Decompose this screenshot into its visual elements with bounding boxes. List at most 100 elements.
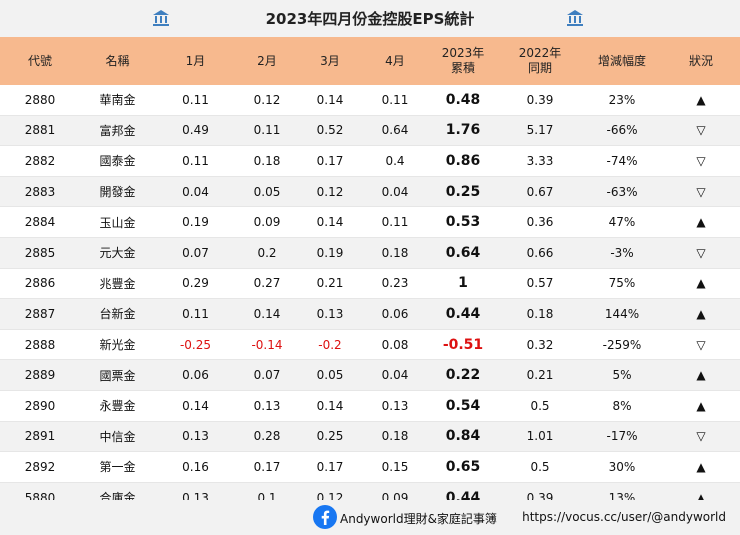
table-cell: 0.53 <box>445 214 481 231</box>
table-cell: 2880 <box>24 92 56 107</box>
table-cell: 47% <box>608 215 636 230</box>
table-cell: 0.39 <box>526 92 554 107</box>
header-text: 2月 <box>257 53 277 68</box>
eps-table: 代號 名稱 1月 2月 3月 4月 2023年 累積 2022年 同期 增減幅度 狀況 2880 華南金… <box>0 37 740 513</box>
table-cell: 0.5 <box>530 398 550 413</box>
column-header: 狀況 <box>662 37 740 85</box>
table-cell: 0.67 <box>498 176 582 207</box>
column-header: 名稱 <box>80 37 155 85</box>
table-cell: 0.07 <box>236 359 298 391</box>
table-cell: 永豐金 <box>99 399 136 414</box>
table-cell: -0.25 <box>179 337 212 352</box>
status-cell: ▽ <box>662 176 740 207</box>
table-cell: 0.28 <box>236 421 298 452</box>
table-cell: 0.14 <box>316 398 344 413</box>
title-bar: 2023年四月份金控股EPS統計 <box>0 0 740 37</box>
table-cell: 30% <box>608 459 636 474</box>
table-cell: 0.2 <box>236 237 298 269</box>
table-cell: 0.4 <box>385 153 405 168</box>
footer-brand: Andyworld理財&家庭記事簿 <box>340 512 497 526</box>
table-cell: -17% <box>582 421 662 452</box>
table-cell: 0.11 <box>236 115 298 146</box>
table-cell: 0.05 <box>236 176 298 207</box>
table-cell: 1.76 <box>428 115 498 146</box>
header-text: 名稱 <box>105 53 130 68</box>
table-cell: 0.17 <box>316 153 344 168</box>
table-row: 2880 華南金 0.11 0.12 0.14 0.11 0.48 0.39 23% ▲ <box>0 85 740 116</box>
table-cell: 0.36 <box>526 215 554 230</box>
table-cell: 144% <box>582 298 662 330</box>
table-cell: 0.19 <box>298 237 362 269</box>
table-cell: 0.13 <box>155 421 236 452</box>
table-cell: 2886 <box>24 276 56 291</box>
table-cell: 2884 <box>24 215 56 230</box>
table-cell: 5.17 <box>498 115 582 146</box>
table-cell: 2892 <box>24 459 56 474</box>
header-text: 2022年 <box>518 46 562 60</box>
column-header: 代號 <box>0 37 80 85</box>
table-cell: 0.11 <box>182 153 209 168</box>
table-cell: 0.08 <box>381 337 409 352</box>
table-cell: 0.29 <box>182 276 209 291</box>
status-cell: ▲ <box>696 92 706 107</box>
table-cell: 新光金 <box>99 338 136 353</box>
table-cell: 1.01 <box>498 421 582 452</box>
table-cell: 0.15 <box>381 459 409 474</box>
table-cell: 0.5 <box>530 459 550 474</box>
header-text: 同期 <box>527 61 552 75</box>
table-cell: 0.13 <box>381 398 409 413</box>
table-cell: 0.27 <box>253 276 281 291</box>
table-cell: 0.48 <box>445 91 481 108</box>
table-cell: 中信金 <box>80 421 155 452</box>
table-cell: 1 <box>458 275 468 292</box>
table-cell: 0.18 <box>362 237 428 269</box>
table-cell: 0.12 <box>298 176 362 207</box>
table-cell: 0.14 <box>316 92 344 107</box>
column-header: 2月 <box>236 37 298 85</box>
status-cell: ▲ <box>696 459 706 474</box>
bank-icon <box>153 10 169 26</box>
table-cell: 0.21 <box>498 359 582 391</box>
table-cell: 2885 <box>0 237 80 269</box>
footer: Andyworld理財&家庭記事簿 https://vocus.cc/user/… <box>0 500 740 535</box>
table-cell: 0.04 <box>362 359 428 391</box>
table-cell: 玉山金 <box>99 215 136 230</box>
table-cell: 國票金 <box>80 359 155 391</box>
status-cell: ▽ <box>662 115 740 146</box>
table-cell: 0.49 <box>155 115 236 146</box>
column-header: 4月 <box>362 37 428 85</box>
status-cell: ▲ <box>696 215 706 230</box>
table-cell: 0.19 <box>182 215 209 230</box>
table-cell: 0.05 <box>298 359 362 391</box>
table-cell: 0.64 <box>362 115 428 146</box>
table-cell: 0.65 <box>445 458 481 475</box>
table-cell: 台新金 <box>80 298 155 330</box>
status-cell: ▲ <box>696 276 706 291</box>
table-cell: 富邦金 <box>80 115 155 146</box>
table-cell: 0.25 <box>298 421 362 452</box>
header-text: 2023年 <box>441 46 485 60</box>
table-cell: 2891 <box>0 421 80 452</box>
header-row: 代號 名稱 1月 2月 3月 4月 2023年 累積 2022年 同期 增減幅度 狀況 <box>0 37 740 85</box>
column-header: 3月 <box>298 37 362 85</box>
column-header: 2023年 累積 <box>428 37 498 85</box>
bank-icon <box>567 10 583 26</box>
table-cell: 0.06 <box>155 359 236 391</box>
table-cell: 0.44 <box>428 298 498 330</box>
title: 2023年四月份金控股EPS統計 <box>265 10 475 28</box>
table-cell: 0.86 <box>445 152 481 169</box>
table-row: 2889 國票金 0.06 0.07 0.05 0.04 0.22 0.21 5% ▲ <box>0 359 740 391</box>
table-cell: 0.11 <box>381 92 409 107</box>
table-cell: 0.12 <box>253 92 281 107</box>
table-cell: 0.11 <box>381 215 409 230</box>
table-cell: -0.14 <box>251 337 283 352</box>
table-cell: 2882 <box>24 153 56 168</box>
table-row: 2883 開發金 0.04 0.05 0.12 0.04 0.25 0.67 -63% ▽ <box>0 176 740 207</box>
table-row: 2890 永豐金 0.14 0.13 0.14 0.13 0.54 0.5 8% ▲ <box>0 390 740 422</box>
header-text: 1月 <box>185 53 206 68</box>
table-cell: 0.54 <box>445 397 481 414</box>
table-cell: -63% <box>582 176 662 207</box>
table-cell: 兆豐金 <box>99 276 136 291</box>
table-cell: 2881 <box>0 115 80 146</box>
